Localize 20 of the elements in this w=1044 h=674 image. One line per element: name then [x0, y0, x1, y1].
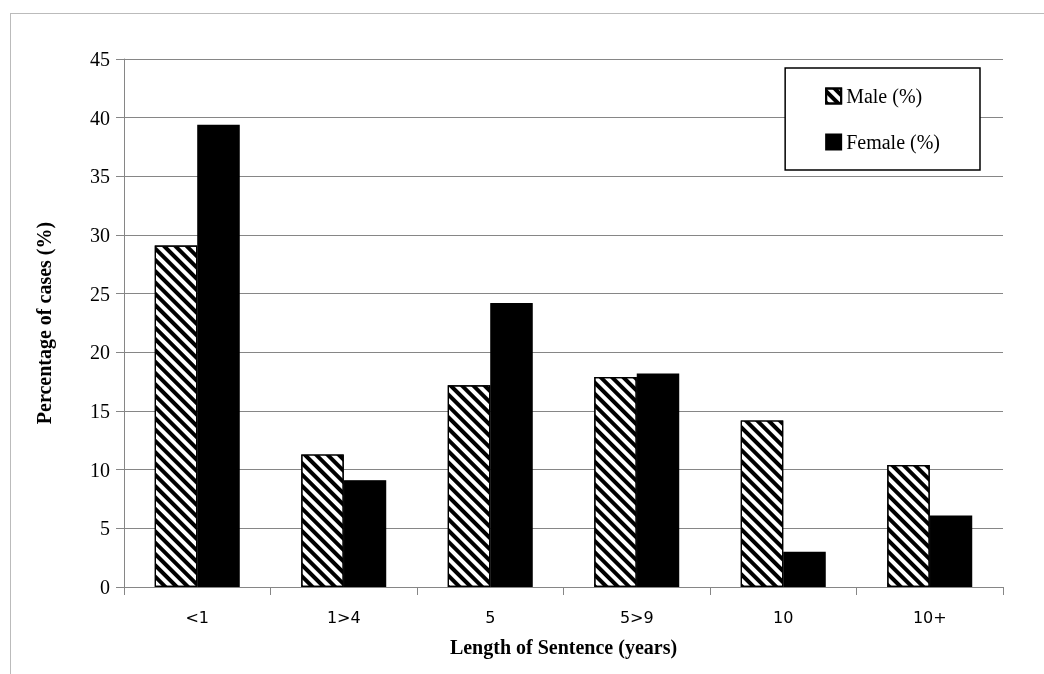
legend-label: Female (%): [846, 131, 941, 154]
y-tick-label: 0: [100, 576, 110, 598]
y-tick-label: 45: [90, 48, 110, 70]
x-tick-label: 10: [773, 607, 794, 627]
legend-label: Male (%): [846, 85, 923, 108]
y-tick-label: 35: [90, 165, 110, 188]
y-tick-label: 40: [90, 106, 110, 129]
y-tick-label: 5: [100, 517, 110, 540]
x-axis-title: Length of Sentence (years): [449, 636, 678, 659]
x-tick-label: 5>9: [619, 607, 654, 627]
x-tick-label: 5: [485, 607, 496, 627]
y-axis-title: Percentage of cases (%): [33, 221, 56, 425]
y-tick-label: 20: [90, 341, 110, 364]
y-tick-label: 15: [90, 400, 110, 422]
y-tick-label: 25: [90, 282, 110, 305]
x-tick-label: 1>4: [326, 607, 361, 627]
y-tick-label: 30: [90, 224, 110, 246]
y-tick-label: 10: [90, 458, 110, 481]
x-tick-label: <1: [185, 607, 210, 627]
x-tick-label: 10+: [912, 607, 947, 627]
